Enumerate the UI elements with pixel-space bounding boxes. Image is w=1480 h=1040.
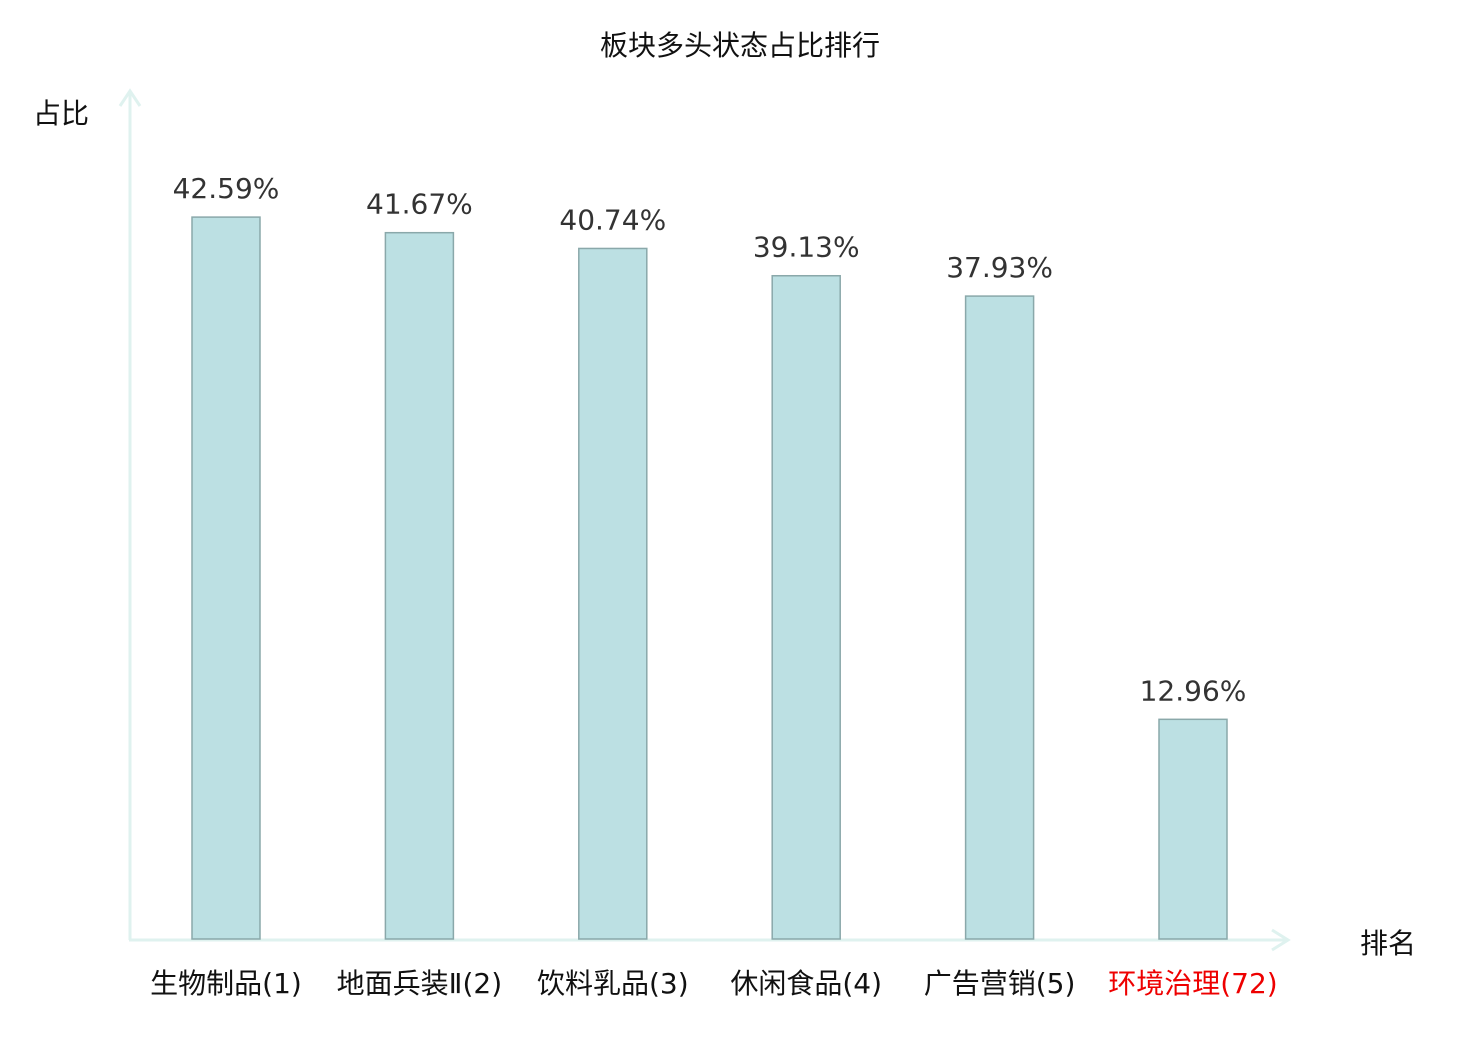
bar xyxy=(578,247,648,940)
x-tick-label: 生物制品(1) xyxy=(150,967,302,1000)
data-label: 42.59% xyxy=(173,172,280,205)
data-label: 39.13% xyxy=(753,231,860,264)
chart-title: 板块多头状态占比排行 xyxy=(599,29,880,62)
x-axis-arrow-icon xyxy=(1271,928,1291,952)
x-tick-label: 环境治理(72) xyxy=(1108,967,1277,1000)
data-label: 37.93% xyxy=(946,251,1053,284)
y-axis-arrow-icon xyxy=(118,88,142,107)
x-tick-label: 地面兵装Ⅱ(2) xyxy=(337,967,502,1000)
x-tick-label: 广告营销(5) xyxy=(924,967,1076,1000)
bar xyxy=(1158,718,1228,940)
data-label: 40.74% xyxy=(559,203,666,236)
bar xyxy=(384,231,455,940)
bar xyxy=(771,274,841,940)
data-label: 12.96% xyxy=(1140,674,1247,707)
bar xyxy=(191,216,261,940)
x-tick-label: 饮料乳品(3) xyxy=(537,967,689,1000)
x-axis-label: 排名 xyxy=(1360,927,1417,960)
x-tick-label: 休闲食品(4) xyxy=(730,967,882,1000)
y-axis-label: 占比 xyxy=(33,97,90,130)
bar xyxy=(964,295,1035,940)
data-label: 41.67% xyxy=(366,188,473,221)
